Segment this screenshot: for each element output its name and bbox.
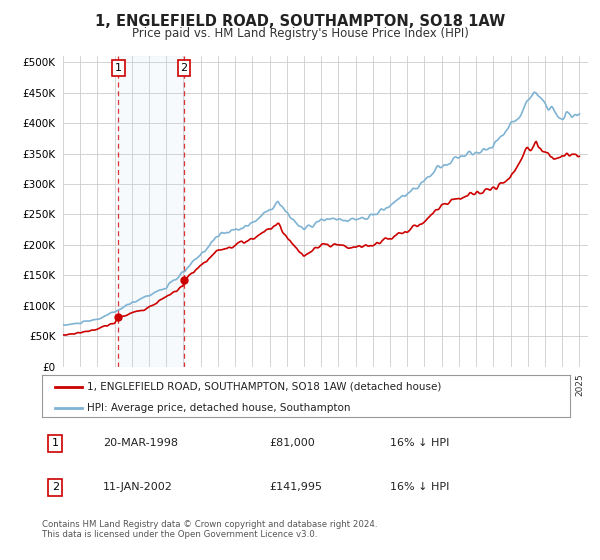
Text: 2: 2	[52, 482, 59, 492]
Text: 1, ENGLEFIELD ROAD, SOUTHAMPTON, SO18 1AW (detached house): 1, ENGLEFIELD ROAD, SOUTHAMPTON, SO18 1A…	[87, 382, 441, 392]
Text: 16% ↓ HPI: 16% ↓ HPI	[391, 438, 450, 449]
Text: Contains HM Land Registry data © Crown copyright and database right 2024.
This d: Contains HM Land Registry data © Crown c…	[42, 520, 377, 539]
Text: 1: 1	[52, 438, 59, 449]
Text: Price paid vs. HM Land Registry's House Price Index (HPI): Price paid vs. HM Land Registry's House …	[131, 27, 469, 40]
Text: 16% ↓ HPI: 16% ↓ HPI	[391, 482, 450, 492]
Text: 2: 2	[181, 63, 188, 73]
Text: 1: 1	[115, 63, 122, 73]
Text: £141,995: £141,995	[269, 482, 322, 492]
Text: £81,000: £81,000	[269, 438, 315, 449]
Text: 11-JAN-2002: 11-JAN-2002	[103, 482, 173, 492]
Text: HPI: Average price, detached house, Southampton: HPI: Average price, detached house, Sout…	[87, 403, 350, 413]
Bar	[118, 56, 184, 367]
Text: 20-MAR-1998: 20-MAR-1998	[103, 438, 178, 449]
Text: 1, ENGLEFIELD ROAD, SOUTHAMPTON, SO18 1AW: 1, ENGLEFIELD ROAD, SOUTHAMPTON, SO18 1A…	[95, 14, 505, 29]
